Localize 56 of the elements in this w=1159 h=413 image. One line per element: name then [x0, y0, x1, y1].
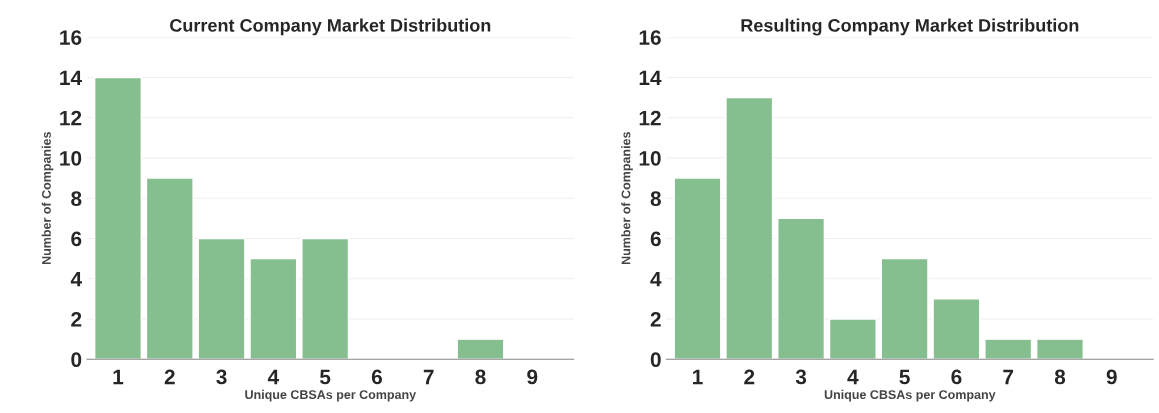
- y-axis-title: Number of Companies: [41, 132, 54, 265]
- bar: [932, 298, 981, 360]
- y-tick-label: 2: [650, 312, 661, 327]
- y-tick-label: 14: [639, 70, 662, 85]
- x-axis-title: Unique CBSAs per Company: [824, 389, 996, 402]
- y-tick-label: 10: [60, 150, 82, 166]
- y-axis-title: Number of Companies: [621, 132, 633, 265]
- x-tick-label: 7: [423, 369, 434, 385]
- y-tick-label: 0: [71, 352, 82, 368]
- bar: [777, 217, 826, 360]
- bar: [93, 76, 142, 360]
- y-tick-label: 12: [639, 110, 661, 126]
- x-tick-label: 1: [113, 369, 124, 385]
- y-tick-label: 2: [71, 312, 82, 327]
- y-tick-label: 6: [71, 231, 82, 247]
- x-tick-label: 7: [1003, 369, 1014, 385]
- x-tick-label: 8: [475, 369, 486, 385]
- x-tick-label: 4: [847, 369, 859, 385]
- x-tick-label: 2: [744, 369, 755, 385]
- y-tick-label: 10: [639, 150, 661, 166]
- bar: [984, 338, 1033, 360]
- y-tick-label: 16: [639, 30, 661, 45]
- chart-title: Resulting Company Market Distribution: [741, 18, 1079, 36]
- x-tick-label: 3: [795, 369, 807, 385]
- bar: [880, 257, 929, 360]
- y-tick-label: 6: [650, 231, 661, 247]
- bar: [725, 96, 774, 360]
- x-axis-title: Unique CBSAs per Company: [245, 389, 417, 402]
- bar: [673, 177, 722, 360]
- y-tick-label: 4: [650, 271, 662, 287]
- bar: [1035, 338, 1084, 360]
- x-tick-label: 9: [1106, 369, 1117, 385]
- x-tick-label: 4: [267, 369, 280, 385]
- x-tick-label: 6: [371, 369, 382, 385]
- y-tick-label: 12: [60, 110, 82, 126]
- bar: [197, 237, 246, 360]
- chart-title: Current Company Market Distribution: [170, 18, 491, 36]
- x-tick-label: 2: [164, 369, 175, 385]
- x-tick-label: 6: [951, 369, 962, 385]
- bar: [828, 318, 877, 360]
- x-tick-label: 5: [899, 369, 910, 385]
- x-tick-label: 8: [1054, 369, 1066, 385]
- bar: [249, 257, 298, 360]
- x-tick-label: 5: [319, 369, 331, 385]
- bar: [456, 338, 505, 360]
- x-tick-label: 9: [527, 369, 538, 385]
- y-tick-label: 4: [70, 271, 82, 287]
- y-tick-label: 8: [650, 191, 661, 206]
- y-tick-label: 14: [60, 70, 82, 85]
- x-tick-label: 1: [693, 369, 703, 385]
- y-tick-label: 16: [60, 30, 82, 45]
- y-tick-label: 8: [71, 191, 82, 206]
- x-tick-label: 3: [216, 369, 227, 385]
- bar: [145, 177, 194, 360]
- y-tick-label: 0: [650, 352, 661, 368]
- bar: [301, 237, 350, 360]
